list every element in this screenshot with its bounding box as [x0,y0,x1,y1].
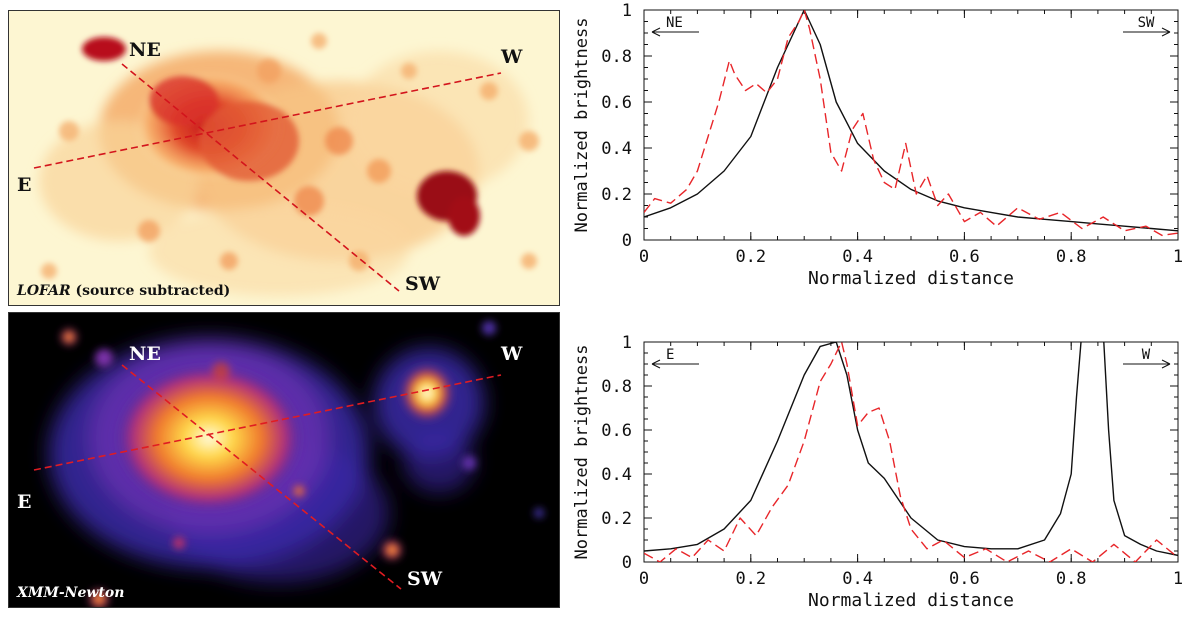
x-tick-label: 0 [639,569,649,589]
arrow-left [651,27,699,37]
label-w: W [501,46,523,68]
ne-sw-profile-chart: 0 0.2 0.4 0.6 0.8 1 0 0.2 0.4 0.6 0.8 1 Normalized d… [572,1,1183,289]
xray-profile-line [644,10,1178,232]
y-axis-label: Normalized brightness [572,18,592,233]
label-sw: SW [407,568,443,590]
arrow-right-label: W [1142,347,1151,363]
ne-sw-cut-line [121,63,400,292]
e-w-cut-line [33,72,502,169]
e-w-profile-chart: 0 0.2 0.4 0.6 0.8 1 0 0.2 0.4 0.6 0.8 1 Normalized d… [572,333,1183,611]
arrow-right [1123,27,1171,37]
xmm-xray-map [9,313,559,607]
y-tick-label: 0.6 [601,93,632,113]
label-e: E [17,174,32,196]
plot-frame [643,9,1179,241]
label-sw: SW [405,273,441,295]
xmm-image-panel: NE SW E W XMM-Newton [8,312,560,608]
lofar-caption-note: (source subtracted) [75,283,231,299]
y-tick-label: 0.8 [601,47,632,67]
x-tick-label: 0.6 [949,569,980,589]
x-tick-label: 0.4 [842,569,873,589]
y-tick-label: 0 [622,231,632,251]
ne-sw-cut-line [121,364,402,590]
e-w-profile-plot: 0 0.2 0.4 0.6 0.8 1 0 0.2 0.4 0.6 0.8 1 Normalized d… [566,312,1200,621]
y-tick-label: 0.2 [601,509,632,529]
x-tick-label: 0.8 [1056,247,1087,267]
x-tick-label: 0.4 [842,247,873,267]
xmm-caption: XMM-Newton [17,585,125,601]
lofar-caption: LOFAR (source subtracted) [17,283,230,299]
arrow-left-label: NE [666,15,683,31]
x-tick-label: 0.6 [949,247,980,267]
series-group [644,342,1178,562]
label-ne: NE [129,39,161,61]
x-tick-label: 1 [1173,247,1183,267]
x-axis-label: Normalized distance [808,268,1014,289]
y-tick-label: 0.6 [601,421,632,441]
y-tick-label: 0 [622,553,632,573]
y-tick-label: 0.2 [601,185,632,205]
y-tick-label: 0.4 [601,465,632,485]
label-w: W [501,343,523,365]
x-tick-label: 1 [1173,569,1183,589]
x-axis-label: Normalized distance [808,590,1014,611]
y-tick-label: 1 [622,1,632,21]
y-axis-label: Normalized brightness [572,345,592,560]
arrow-left [651,359,699,369]
arrow-right-label: SW [1138,15,1155,31]
lofar-radio-map [9,11,559,305]
x-tick-label: 0 [639,247,649,267]
radio-profile-line [644,342,1178,562]
label-ne: NE [129,343,161,365]
label-e: E [17,491,32,513]
y-tick-label: 1 [622,333,632,353]
xray-profile-line [644,342,1178,557]
ne-sw-profile-plot: 0 0.2 0.4 0.6 0.8 1 0 0.2 0.4 0.6 0.8 1 Normalized d… [566,0,1200,310]
x-tick-label: 0.8 [1056,569,1087,589]
arrow-right [1123,359,1171,369]
arrow-left-label: E [666,347,674,363]
y-tick-label: 0.8 [601,377,632,397]
y-tick-label: 0.4 [601,139,632,159]
x-tick-label: 0.2 [735,247,766,267]
x-tick-label: 0.2 [735,569,766,589]
lofar-image-panel: NE SW E W LOFAR (source subtracted) [8,10,560,306]
e-w-cut-line [33,374,502,471]
lofar-caption-name: LOFAR [17,283,71,299]
series-group [644,10,1178,237]
radio-profile-line [644,10,1178,237]
